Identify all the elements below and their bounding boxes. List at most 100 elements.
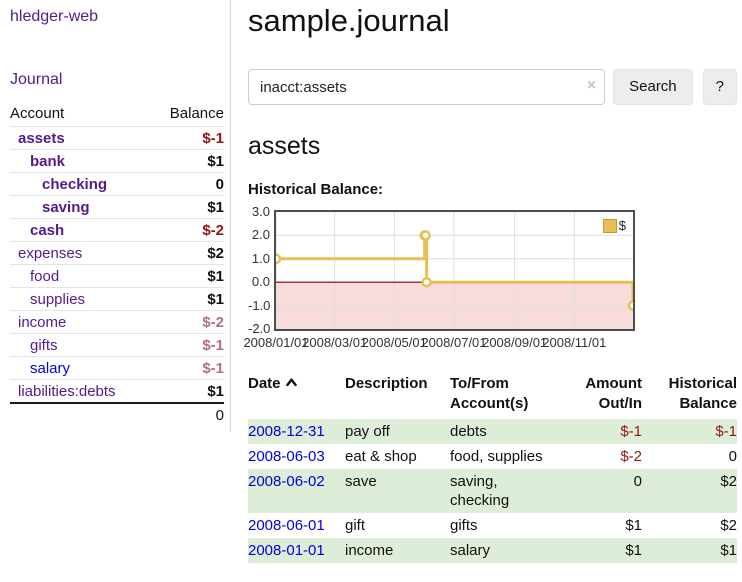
sidebar: hledger-web Journal Account Balance asse…	[0, 0, 231, 432]
column-header-description[interactable]: Description	[345, 375, 428, 392]
column-header-amount[interactable]: Amount Out/In	[585, 375, 642, 412]
transaction-date-cell: 2008-01-01	[248, 538, 345, 563]
transaction-date-link[interactable]: 2008-06-01	[248, 517, 325, 534]
register-header-row: Date Description To/From Account(s) Amou…	[248, 374, 737, 419]
sidebar-account-row: assets $-1	[10, 126, 224, 149]
chart-plot-area: $	[274, 210, 635, 331]
sidebar-account-row: liabilities:debts $1	[10, 379, 224, 402]
sidebar-account-row: bank $1	[10, 149, 224, 172]
balance-column-header: Balance	[169, 105, 224, 122]
sidebar-account-row: supplies $1	[10, 287, 224, 310]
sidebar-account-row: food $1	[10, 264, 224, 287]
sort-ascending-icon	[285, 378, 297, 387]
sidebar-account-link[interactable]: food	[30, 267, 60, 285]
search-button[interactable]: Search	[613, 69, 693, 105]
clear-search-icon[interactable]: ×	[586, 77, 597, 94]
sidebar-account-link[interactable]: cash	[30, 221, 65, 239]
sidebar-account-link[interactable]: liabilities:debts	[18, 382, 116, 400]
search-box: ×	[248, 69, 606, 105]
search-input[interactable]	[248, 69, 606, 105]
y-axis-tick-label: -1.0	[248, 297, 271, 313]
sidebar-account-balance: $-1	[202, 359, 224, 377]
sidebar-account-row: expenses $2	[10, 241, 224, 264]
sidebar-account-balance: 0	[215, 175, 224, 193]
transaction-date-cell: 2008-06-01	[248, 513, 345, 538]
transaction-balance-cell: 0	[728, 448, 737, 465]
register-row: 2008-06-03 eat & shop food, supplies $-2 0	[248, 444, 737, 469]
account-column-header: Account	[10, 105, 65, 122]
sidebar-account-link[interactable]: saving	[42, 198, 90, 216]
sidebar-item-journal[interactable]: Journal	[10, 71, 63, 88]
column-header-balance[interactable]: Historical Balance	[668, 375, 737, 412]
register-table: Date Description To/From Account(s) Amou…	[248, 374, 737, 563]
transaction-date-link[interactable]: 2008-06-03	[248, 448, 325, 465]
transaction-description-cell: pay off	[345, 423, 390, 440]
transaction-balance-cell: $2	[720, 473, 737, 490]
accounts-table-header: Account Balance	[10, 103, 224, 126]
y-axis-tick-label: 3.0	[251, 204, 270, 219]
y-axis-tick-label: 2.0	[251, 227, 270, 243]
register-row: 2008-06-01 gift gifts $1 $2	[248, 513, 737, 538]
sidebar-account-link[interactable]: checking	[42, 175, 108, 193]
date-header-label: Date	[248, 375, 281, 392]
transaction-accounts-cell: saving, checking	[450, 473, 510, 509]
register-row: 2008-12-31 pay off debts $-1 $-1	[248, 419, 737, 444]
x-axis-tick-label: 2008/03/01	[302, 335, 368, 350]
transaction-date-link[interactable]: 2008-06-02	[248, 473, 325, 490]
accounts-balance-table: Account Balance assets $-1 bank $1 checking 0…	[10, 103, 224, 427]
transaction-balance-cell: $1	[720, 542, 737, 559]
help-button[interactable]: ?	[702, 69, 737, 105]
register-row: 2008-06-02 save saving, checking 0 $2	[248, 469, 737, 513]
sidebar-account-link[interactable]: supplies	[30, 290, 86, 308]
column-header-date[interactable]: Date	[248, 374, 345, 419]
transaction-balance-cell: $-1	[715, 423, 737, 440]
transaction-description-cell: save	[345, 473, 377, 490]
transaction-date-cell: 2008-06-02	[248, 469, 345, 513]
transaction-accounts-cell: gifts	[450, 517, 478, 534]
transaction-date-link[interactable]: 2008-12-31	[248, 423, 325, 440]
app-title-link[interactable]: hledger-web	[10, 8, 99, 25]
x-axis-tick-label: 2008/11/01	[542, 335, 607, 350]
sidebar-account-balance: $2	[207, 244, 224, 262]
sidebar-account-row: salary $-1	[10, 356, 224, 379]
sidebar-account-link[interactable]: gifts	[30, 336, 58, 354]
sidebar-account-link[interactable]: bank	[30, 152, 66, 170]
y-axis-tick-label: -2.0	[248, 321, 271, 336]
transaction-amount-cell: 0	[633, 473, 642, 490]
transaction-date-link[interactable]: 2008-01-01	[248, 542, 325, 559]
sidebar-account-balance: $-1	[202, 336, 224, 354]
transaction-amount-cell: $1	[625, 517, 642, 534]
transaction-accounts-cell: food, supplies	[450, 448, 543, 465]
sidebar-account-link[interactable]: assets	[18, 129, 65, 147]
sidebar-account-balance: $1	[207, 267, 224, 285]
account-title: assets	[248, 132, 321, 160]
transaction-date-cell: 2008-06-03	[248, 444, 345, 469]
transaction-accounts-cell: debts	[450, 423, 487, 440]
sidebar-account-balance: $1	[207, 198, 224, 216]
chart-label: Historical Balance:	[248, 181, 384, 198]
sidebar-account-balance: $1	[207, 382, 224, 400]
chart-canvas	[276, 212, 633, 329]
x-axis-tick-label: 2008/07/01	[421, 335, 487, 350]
sidebar-account-row: saving $1	[10, 195, 224, 218]
search-bar: × Search ?	[248, 69, 737, 105]
transaction-accounts-cell: salary	[450, 542, 491, 559]
transaction-description-cell: income	[345, 542, 394, 559]
transaction-description-cell: eat & shop	[345, 448, 417, 465]
transaction-amount-cell: $1	[625, 542, 642, 559]
main-content: sample.journal × Search ? assets Histori…	[232, 0, 742, 582]
sidebar-account-link[interactable]: salary	[30, 359, 71, 377]
sidebar-account-row: checking 0	[10, 172, 224, 195]
x-axis-tick-label: 2008/05/01	[361, 335, 427, 350]
accounts-total-value: 0	[215, 407, 224, 424]
sidebar-account-link[interactable]: expenses	[18, 244, 83, 262]
historical-balance-chart: $ 3.0 2.0 1.0 0.0 -1.0 -2.0 2008/01/01 2008/03…	[243, 204, 718, 352]
column-header-accounts[interactable]: To/From Account(s)	[450, 375, 529, 412]
transaction-amount-cell: $-1	[620, 423, 642, 440]
sidebar-account-link[interactable]: income	[18, 313, 67, 331]
sidebar-account-balance: $-2	[202, 221, 224, 239]
sidebar-account-balance: $-1	[202, 129, 224, 147]
sidebar-account-row: gifts $-1	[10, 333, 224, 356]
sidebar-account-balance: $-2	[202, 313, 224, 331]
x-axis-tick-label: 2008/09/01	[482, 335, 548, 350]
